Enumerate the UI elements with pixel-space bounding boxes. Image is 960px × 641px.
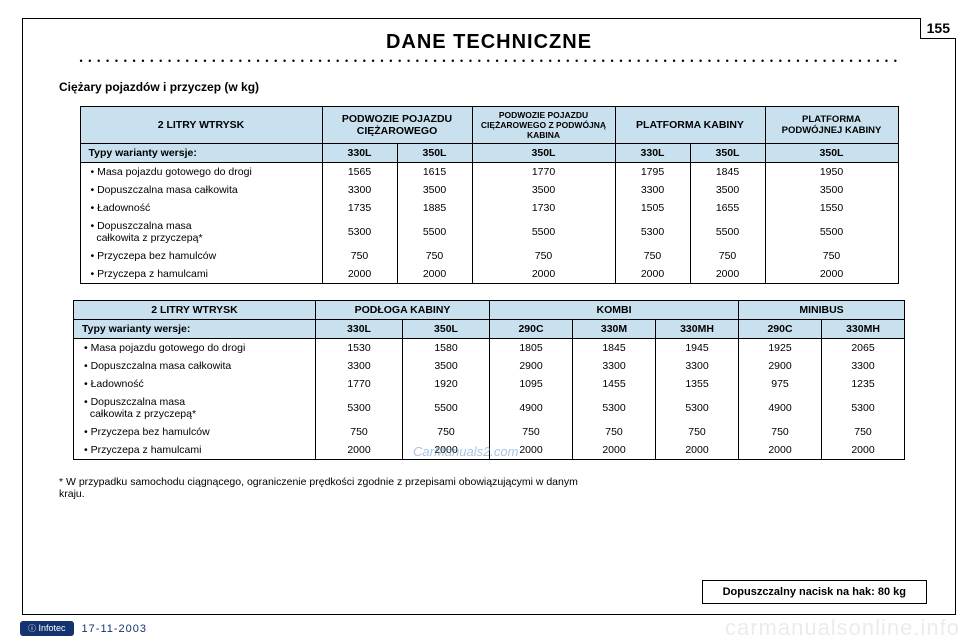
tech-table-1: 2 LITRY WTRYSKPODWOZIE POJAZDU CIĘŻAROWE… [80, 106, 899, 284]
footnote: * W przypadku samochodu ciągnącego, ogra… [59, 476, 579, 500]
infotec-badge: ⓘ Infotec [20, 621, 74, 636]
page-number: 155 [920, 18, 956, 39]
table-2: 2 LITRY WTRYSKPODŁOGA KABINYKOMBIMINIBUS… [23, 300, 955, 460]
table-1: 2 LITRY WTRYSKPODWOZIE POJAZDU CIĘŻAROWE… [23, 106, 955, 284]
page-frame: 155 DANE TECHNICZNE • • • • • • • • • • … [22, 18, 956, 615]
infotec-label: Infotec [39, 623, 66, 633]
page-title: DANE TECHNICZNE [23, 31, 955, 54]
footer-bar: ⓘ Infotec 17-11-2003 [20, 621, 147, 636]
tech-table-2: 2 LITRY WTRYSKPODŁOGA KABINYKOMBIMINIBUS… [73, 300, 905, 460]
watermark: carmanualsonline.info [725, 615, 960, 641]
separator-dots: • • • • • • • • • • • • • • • • • • • • … [39, 56, 939, 66]
footer-date: 17-11-2003 [82, 623, 147, 635]
tow-limit-box: Dopuszczalny nacisk na hak: 80 kg [702, 580, 927, 604]
watermark-small: CarManuals2.com [413, 444, 519, 459]
subtitle: Ciężary pojazdów i przyczep (w kg) [59, 80, 955, 94]
